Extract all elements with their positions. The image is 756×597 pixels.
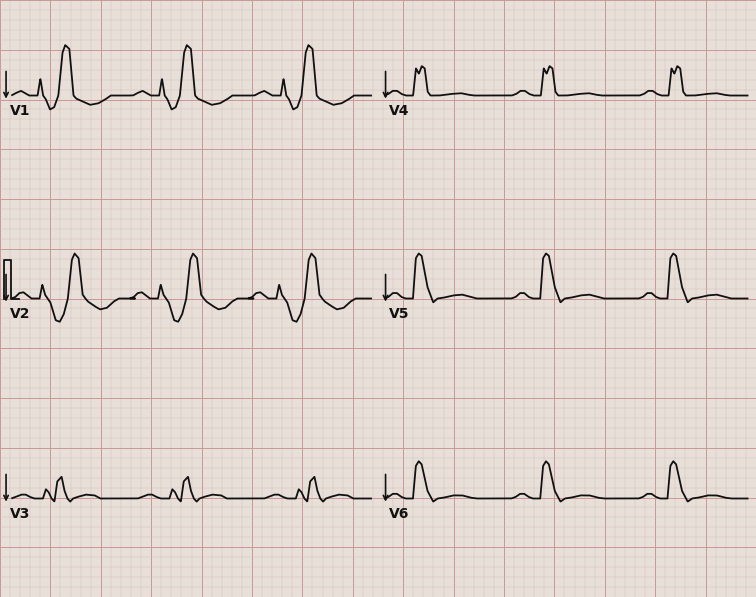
Text: V6: V6 xyxy=(389,507,410,521)
Text: V3: V3 xyxy=(10,507,30,521)
Text: V4: V4 xyxy=(389,104,410,118)
Text: V2: V2 xyxy=(10,307,30,321)
Text: V5: V5 xyxy=(389,307,410,321)
Text: V1: V1 xyxy=(10,104,30,118)
